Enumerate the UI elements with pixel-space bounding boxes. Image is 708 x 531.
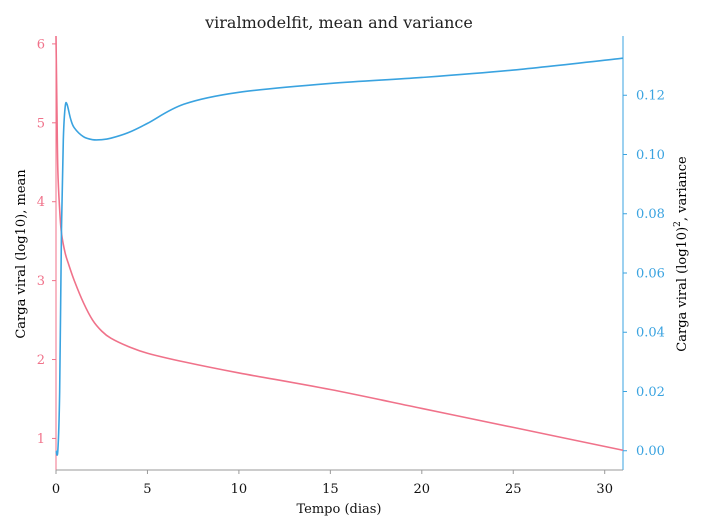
x-tick-label: 5 [143,482,151,497]
left-tick-label: 1 [37,432,45,447]
right-tick-label: 0.04 [636,326,665,341]
right-tick-label: 0.10 [636,148,665,163]
right-axis-label-main: Carga viral (log10) [675,227,690,352]
left-axis-label: Carga viral (log10), mean [14,169,29,339]
x-tick-label: 25 [505,482,522,497]
right-tick-label: 0.08 [636,207,665,222]
right-tick-label: 0.02 [636,385,665,400]
x-axis-label: Tempo (dias) [296,502,381,517]
left-tick-label: 6 [37,37,45,52]
left-axis-ticks: 1 2 3 4 5 6 [37,37,56,447]
left-tick-label: 4 [37,195,45,210]
x-tick-label: 30 [596,482,613,497]
right-axis-label-superscript: 2 [673,221,683,227]
right-axis-ticks: 0.00 0.02 0.04 0.06 0.08 0.10 0.12 [623,89,665,459]
x-tick-label: 15 [322,482,339,497]
mean-series-line [55,35,624,452]
right-axis-label-tail: , variance [675,156,690,221]
variance-series-line [55,57,624,456]
left-tick-label: 3 [37,274,45,289]
right-axis-label: Carga viral (log10)2, variance [673,156,690,352]
x-tick-label: 0 [52,482,60,497]
left-tick-label: 5 [37,116,45,131]
x-tick-label: 10 [231,482,248,497]
left-tick-label: 2 [37,353,45,368]
chart-title: viralmodelfit, mean and variance [204,13,473,32]
x-axis-ticks: 0 5 10 15 20 25 30 [52,470,613,497]
right-tick-label: 0.00 [636,444,665,459]
right-tick-label: 0.06 [636,266,665,281]
x-tick-label: 20 [414,482,431,497]
right-tick-label: 0.12 [636,89,665,104]
